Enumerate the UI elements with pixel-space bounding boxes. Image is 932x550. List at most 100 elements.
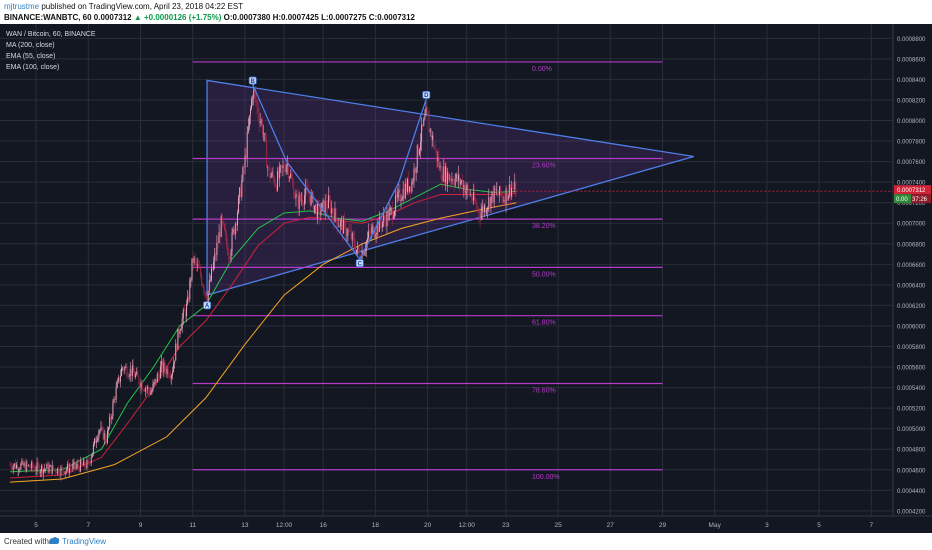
price-chart[interactable]: 0.0008800 0.0008600 0.0008400 0.0008200 0.00… xyxy=(0,24,932,533)
tradingview-brand[interactable]: TradingView xyxy=(62,537,107,546)
candle-body xyxy=(176,343,178,350)
candle-body xyxy=(91,452,93,458)
candle-body xyxy=(483,205,485,213)
time-tick-label: 29 xyxy=(659,522,667,529)
candle-body xyxy=(320,211,322,216)
candle-body xyxy=(156,374,158,383)
candle-body xyxy=(109,417,111,428)
candle-body xyxy=(301,199,303,204)
candle-body xyxy=(453,182,455,186)
candle-body xyxy=(37,462,39,466)
candle-body xyxy=(69,468,71,473)
candle-body xyxy=(167,368,169,376)
candle-body xyxy=(498,193,500,196)
candle-body xyxy=(88,460,90,463)
candle-body xyxy=(395,195,397,212)
candle-body xyxy=(193,257,195,263)
candle-body xyxy=(191,258,193,280)
legend-title: WAN / Bitcoin, 60, BINANCE xyxy=(6,31,96,38)
candle-body xyxy=(357,246,359,250)
candle-body xyxy=(249,108,251,116)
candle-body xyxy=(181,318,183,329)
candle-body xyxy=(117,377,119,382)
candle-body xyxy=(323,200,325,214)
candle-body xyxy=(437,157,439,162)
legend-ema55[interactable]: EMA (55, close) xyxy=(6,53,56,60)
candle-body xyxy=(271,171,273,176)
candle-body xyxy=(338,226,340,228)
candle-body xyxy=(132,365,134,373)
price-tick-label: 0.0004800 xyxy=(897,448,926,454)
candle-body xyxy=(460,181,462,184)
pattern-point-label: C xyxy=(358,261,363,267)
candle-body xyxy=(54,469,56,473)
time-tick-label: 25 xyxy=(554,522,562,529)
candle-body xyxy=(281,165,283,168)
candle-body xyxy=(426,107,428,112)
candle-body xyxy=(235,224,237,226)
candle-body xyxy=(244,155,246,168)
candle-body xyxy=(282,165,284,168)
candle-body xyxy=(308,192,310,196)
candle-body xyxy=(434,147,436,149)
candle-body xyxy=(202,284,204,287)
candle-body xyxy=(392,216,394,219)
candle-body xyxy=(441,179,443,182)
candle-body xyxy=(412,181,414,183)
candle-body xyxy=(97,437,99,441)
candle-body xyxy=(411,181,413,192)
candle-body xyxy=(359,252,361,262)
pattern-point-marker xyxy=(355,259,364,268)
candle-body xyxy=(114,398,116,400)
candle-body xyxy=(50,465,52,474)
candle-body xyxy=(278,171,280,178)
candle-body xyxy=(38,465,40,474)
price-tick-label: 0.0007800 xyxy=(897,140,926,146)
candle-body xyxy=(115,387,117,400)
author-link[interactable]: mjtrustme xyxy=(4,2,40,11)
candle-body xyxy=(234,224,236,235)
candle-body xyxy=(409,186,411,192)
candle-body xyxy=(262,133,264,135)
candle-body xyxy=(333,213,335,222)
candle-body xyxy=(47,464,49,473)
candle-body xyxy=(356,249,358,254)
high-value: 0.0007425 xyxy=(281,13,319,22)
candle-body xyxy=(57,468,59,474)
candle-body xyxy=(481,206,483,213)
candle-body xyxy=(232,229,234,233)
candle-body xyxy=(337,226,339,227)
candle-body xyxy=(274,184,276,186)
price-tick-label: 0.0006000 xyxy=(897,324,926,330)
countdown-tag xyxy=(894,194,931,204)
candle-body xyxy=(257,104,259,115)
candle-body xyxy=(398,189,400,193)
candle-body xyxy=(65,469,67,472)
candle-body xyxy=(374,236,376,238)
legend-ma200[interactable]: MA (200, close) xyxy=(6,42,55,49)
candle-body xyxy=(414,168,416,173)
candle-body xyxy=(391,208,393,219)
candle-body xyxy=(84,460,86,467)
candle-body xyxy=(294,198,296,199)
candle-body xyxy=(245,155,247,158)
candle-body xyxy=(431,135,433,140)
candle-body xyxy=(11,467,13,470)
legend-ema100[interactable]: EMA (100, close) xyxy=(6,64,60,71)
candle-body xyxy=(205,292,207,299)
candle-body xyxy=(53,469,55,470)
price-tick-label: 0.0007400 xyxy=(897,181,926,187)
candle-body xyxy=(19,469,21,470)
candle-body xyxy=(340,220,342,222)
candle-body xyxy=(13,463,15,467)
candle-body xyxy=(286,163,288,166)
candle-body xyxy=(35,470,37,471)
close-label: C: xyxy=(368,13,378,22)
fib-level-label: 61.80% xyxy=(532,320,556,327)
candle-body xyxy=(123,367,125,371)
candle-body xyxy=(435,148,437,150)
candle-body xyxy=(486,210,488,213)
candle-body xyxy=(170,375,172,379)
candle-body xyxy=(325,201,327,208)
time-tick-label: 18 xyxy=(372,522,380,529)
